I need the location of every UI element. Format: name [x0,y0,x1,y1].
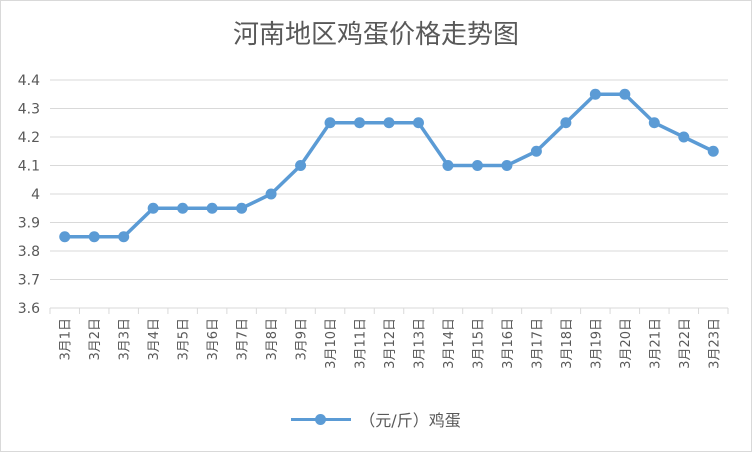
data-point [442,160,454,171]
x-tick-label: 3月7日 [236,318,251,361]
x-tick-label: 3月6日 [206,318,221,361]
data-point [177,202,189,214]
x-tick-label: 3月23日 [707,318,722,369]
y-tick-label: 4.1 [18,159,40,175]
x-tick-label: 3月2日 [88,318,103,361]
y-tick-label: 4.4 [18,73,40,89]
x-tick-label: 3月11日 [354,318,369,369]
x-tick-label: 3月20日 [619,318,634,369]
y-tick-label: 4.2 [18,130,40,146]
x-tick-label: 3月5日 [177,318,192,361]
data-point [236,202,248,214]
x-tick-label: 3月9日 [295,318,310,361]
y-tick-label: 3.9 [18,216,40,232]
data-point [147,202,159,214]
y-tick-label: 4.3 [18,102,40,118]
x-tick-label: 3月12日 [383,318,398,369]
data-point [412,117,424,129]
chart-title: 河南地区鸡蛋价格走势图 [232,20,519,50]
x-tick-label: 3月19日 [589,318,604,369]
x-tick-label: 3月16日 [501,318,516,369]
x-tick-label: 3月18日 [560,318,575,369]
x-tick-label: 3月1日 [59,318,74,361]
data-point [88,231,100,243]
data-point [707,145,719,157]
data-point [560,117,572,129]
x-tick-label: 3月15日 [471,318,486,369]
y-tick-label: 3.8 [18,244,40,260]
data-point [354,117,366,129]
data-point [648,117,660,129]
data-point [59,231,71,243]
data-point [619,88,631,100]
x-tick-label: 3月21日 [648,318,663,369]
x-tick-label: 3月14日 [442,318,457,369]
x-tick-label: 3月4日 [147,318,162,361]
data-point [265,188,277,200]
data-point [678,131,690,143]
x-tick-label: 3月3日 [118,318,133,361]
legend-series-label: （元/斤）鸡蛋 [359,411,461,430]
x-tick-label: 3月8日 [265,318,280,361]
data-point [295,160,307,171]
y-tick-label: 3.7 [18,273,40,289]
data-point [530,145,542,157]
data-point [118,231,130,243]
chart-legend: （元/斤）鸡蛋 [0,407,752,431]
data-point [206,202,218,214]
data-point [501,160,513,171]
y-tick-label: 3.6 [18,301,40,317]
x-tick-label: 3月17日 [530,318,545,369]
y-tick-label: 4 [31,187,40,203]
data-point [383,117,395,129]
data-point [471,160,483,171]
x-tick-label: 3月13日 [412,318,427,369]
data-point [324,117,336,129]
data-point [589,88,601,100]
x-tick-label: 3月10日 [324,318,339,369]
x-tick-label: 3月22日 [678,318,693,369]
legend-series-marker [291,410,352,428]
